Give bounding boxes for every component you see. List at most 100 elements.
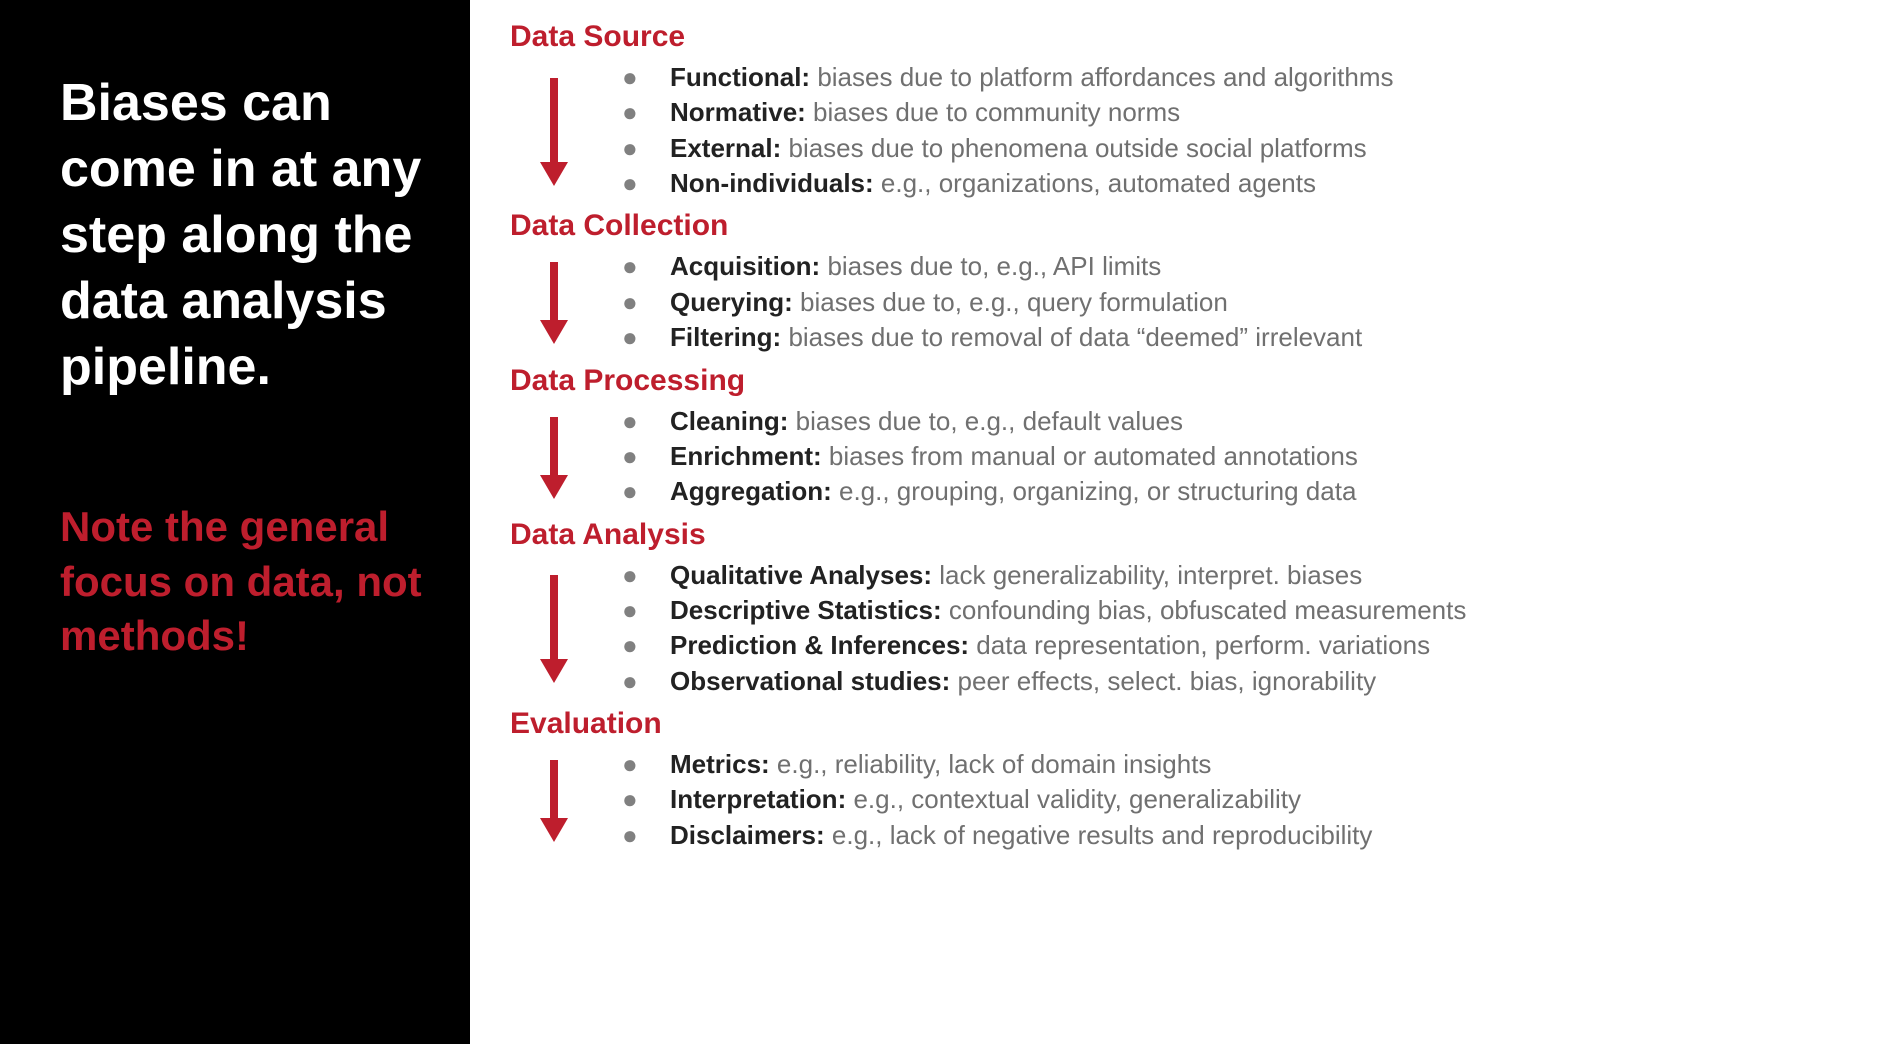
arrow-down-icon: [536, 556, 572, 701]
section-body: ●Cleaning: biases due to, e.g., default …: [510, 402, 1838, 512]
bullet-icon: ●: [622, 249, 670, 284]
list-item: ●Qualitative Analyses: lack generalizabi…: [622, 558, 1838, 593]
list-item: ●External: biases due to phenomena outsi…: [622, 131, 1838, 166]
bullet-term: Enrichment:: [670, 441, 822, 471]
section: Data Analysis●Qualitative Analyses: lack…: [510, 518, 1838, 701]
section: Data Collection●Acquisition: biases due …: [510, 209, 1838, 357]
bullet-term: Prediction & Inferences:: [670, 630, 969, 660]
bullet-term: Metrics:: [670, 749, 770, 779]
section-body: ●Metrics: e.g., reliability, lack of dom…: [510, 745, 1838, 855]
section-title: Data Collection: [510, 209, 1838, 243]
note-statement: Note the general focus on data, not meth…: [60, 500, 440, 664]
bullet-desc: biases due to phenomena outside social p…: [781, 133, 1366, 163]
arrow-down-icon: [536, 745, 572, 855]
bullet-text: Metrics: e.g., reliability, lack of doma…: [670, 747, 1211, 782]
bullet-icon: ●: [622, 628, 670, 663]
bullet-text: Non-individuals: e.g., organizations, au…: [670, 166, 1316, 201]
list-item: ●Observational studies: peer effects, se…: [622, 664, 1838, 699]
bullet-icon: ●: [622, 782, 670, 817]
bullet-text: Enrichment: biases from manual or automa…: [670, 439, 1358, 474]
bullet-icon: ●: [622, 131, 670, 166]
bullet-text: Observational studies: peer effects, sel…: [670, 664, 1376, 699]
bullet-icon: ●: [622, 95, 670, 130]
bullet-text: Filtering: biases due to removal of data…: [670, 320, 1362, 355]
bullet-desc: biases due to, e.g., API limits: [820, 251, 1161, 281]
bullet-text: Querying: biases due to, e.g., query for…: [670, 285, 1228, 320]
bullet-term: Non-individuals:: [670, 168, 874, 198]
bullet-icon: ●: [622, 285, 670, 320]
bullet-text: Normative: biases due to community norms: [670, 95, 1180, 130]
bullet-desc: biases due to community norms: [806, 97, 1180, 127]
bullet-list: ●Qualitative Analyses: lack generalizabi…: [572, 556, 1838, 701]
bullet-term: Aggregation:: [670, 476, 832, 506]
bullet-icon: ●: [622, 320, 670, 355]
bullet-text: External: biases due to phenomena outsid…: [670, 131, 1367, 166]
arrow-down-icon: [536, 402, 572, 512]
bullet-term: Acquisition:: [670, 251, 820, 281]
bullet-text: Cleaning: biases due to, e.g., default v…: [670, 404, 1183, 439]
bullet-term: Cleaning:: [670, 406, 788, 436]
bullet-text: Qualitative Analyses: lack generalizabil…: [670, 558, 1362, 593]
section-title: Evaluation: [510, 707, 1838, 741]
bullet-term: Descriptive Statistics:: [670, 595, 942, 625]
bullet-list: ●Acquisition: biases due to, e.g., API l…: [572, 247, 1838, 357]
bullet-icon: ●: [622, 404, 670, 439]
bullet-term: Functional:: [670, 62, 810, 92]
bullet-term: Qualitative Analyses:: [670, 560, 932, 590]
bullet-list: ●Cleaning: biases due to, e.g., default …: [572, 402, 1838, 512]
bullet-desc: e.g., reliability, lack of domain insigh…: [770, 749, 1212, 779]
section-body: ●Qualitative Analyses: lack generalizabi…: [510, 556, 1838, 701]
arrow-down-icon: [536, 58, 572, 203]
bullet-icon: ●: [622, 166, 670, 201]
bullet-desc: biases due to, e.g., default values: [788, 406, 1183, 436]
bullet-desc: data representation, perform. variations: [969, 630, 1430, 660]
list-item: ●Querying: biases due to, e.g., query fo…: [622, 285, 1838, 320]
list-item: ●Aggregation: e.g., grouping, organizing…: [622, 474, 1838, 509]
bullet-term: Interpretation:: [670, 784, 846, 814]
bullet-icon: ●: [622, 664, 670, 699]
bullet-term: Filtering:: [670, 322, 781, 352]
bullet-text: Disclaimers: e.g., lack of negative resu…: [670, 818, 1372, 853]
bullet-desc: biases from manual or automated annotati…: [822, 441, 1358, 471]
section-body: ●Acquisition: biases due to, e.g., API l…: [510, 247, 1838, 357]
slide: Biases can come in at any step along the…: [0, 0, 1878, 1044]
bullet-text: Functional: biases due to platform affor…: [670, 60, 1394, 95]
section-body: ●Functional: biases due to platform affo…: [510, 58, 1838, 203]
section: Data Source●Functional: biases due to pl…: [510, 20, 1838, 203]
bullet-desc: peer effects, select. bias, ignorability: [950, 666, 1376, 696]
bullet-desc: biases due to platform affordances and a…: [810, 62, 1393, 92]
list-item: ●Descriptive Statistics: confounding bia…: [622, 593, 1838, 628]
section: Evaluation ●Metrics: e.g., reliability, l…: [510, 707, 1838, 855]
list-item: ●Interpretation: e.g., contextual validi…: [622, 782, 1838, 817]
bullet-icon: ●: [622, 558, 670, 593]
list-item: ●Disclaimers: e.g., lack of negative res…: [622, 818, 1838, 853]
bullet-text: Interpretation: e.g., contextual validit…: [670, 782, 1301, 817]
bullet-icon: ●: [622, 439, 670, 474]
bullet-desc: biases due to removal of data “deemed” i…: [781, 322, 1362, 352]
bullet-text: Descriptive Statistics: confounding bias…: [670, 593, 1466, 628]
list-item: ●Functional: biases due to platform affo…: [622, 60, 1838, 95]
bullet-list: ●Metrics: e.g., reliability, lack of dom…: [572, 745, 1838, 855]
section-title: Data Source: [510, 20, 1838, 54]
section: Data Processing●Cleaning: biases due to,…: [510, 364, 1838, 512]
list-item: ●Prediction & Inferences: data represent…: [622, 628, 1838, 663]
left-panel: Biases can come in at any step along the…: [0, 0, 470, 1044]
bullet-text: Prediction & Inferences: data representa…: [670, 628, 1430, 663]
bullet-desc: e.g., grouping, organizing, or structuri…: [832, 476, 1357, 506]
bullet-term: Normative:: [670, 97, 806, 127]
bullet-text: Acquisition: biases due to, e.g., API li…: [670, 249, 1161, 284]
list-item: ●Enrichment: biases from manual or autom…: [622, 439, 1838, 474]
section-title: Data Analysis: [510, 518, 1838, 552]
bullet-desc: e.g., contextual validity, generalizabil…: [846, 784, 1301, 814]
bullet-icon: ●: [622, 60, 670, 95]
bullet-desc: e.g., lack of negative results and repro…: [825, 820, 1373, 850]
bullet-desc: e.g., organizations, automated agents: [874, 168, 1316, 198]
list-item: ●Cleaning: biases due to, e.g., default …: [622, 404, 1838, 439]
bullet-desc: lack generalizability, interpret. biases: [932, 560, 1362, 590]
list-item: ●Filtering: biases due to removal of dat…: [622, 320, 1838, 355]
bullet-term: Disclaimers:: [670, 820, 825, 850]
bullet-term: Observational studies:: [670, 666, 950, 696]
bullet-icon: ●: [622, 593, 670, 628]
list-item: ●Acquisition: biases due to, e.g., API l…: [622, 249, 1838, 284]
bullet-desc: confounding bias, obfuscated measurement…: [942, 595, 1467, 625]
